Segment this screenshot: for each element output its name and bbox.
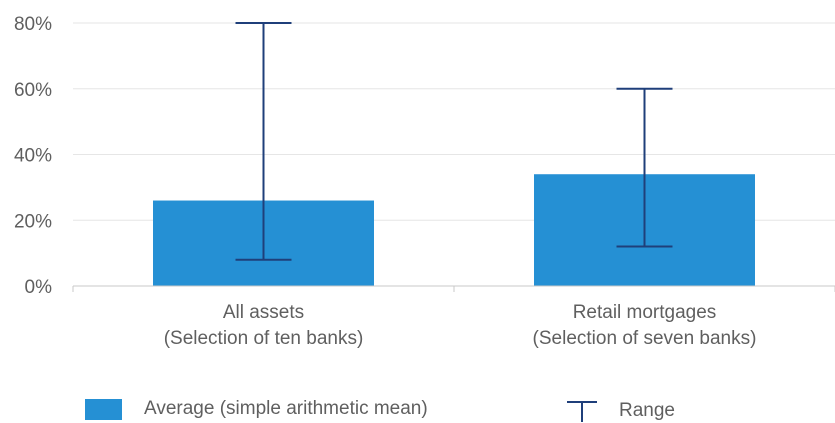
y-tick-label: 20% <box>14 211 52 232</box>
category-labels: All assets (Selection of ten banks) Retail… <box>164 302 757 349</box>
legend-item-average: Average (simple arithmetic mean) <box>85 398 428 420</box>
y-tick-label: 0% <box>25 277 53 298</box>
range-marker <box>616 87 673 248</box>
range-markers <box>235 22 673 261</box>
category-label: Retail mortgages <box>573 302 717 323</box>
y-tick-label: 80% <box>14 14 52 35</box>
legend: Average (simple arithmetic mean) Range <box>0 398 835 423</box>
x-axis <box>72 285 835 292</box>
legend-range-label: Range <box>619 399 675 421</box>
range-icon <box>567 401 597 422</box>
y-tick-label: 60% <box>14 80 52 101</box>
bars <box>153 174 755 286</box>
legend-item-range: Range <box>565 398 675 423</box>
legend-bar-swatch <box>85 398 122 420</box>
y-axis-tick-labels: 0% 20% 40% 60% 80% <box>14 14 52 298</box>
legend-average-label: Average (simple arithmetic mean) <box>144 398 428 419</box>
y-tick-label: 40% <box>14 146 52 167</box>
category-label: (Selection of ten banks) <box>164 328 364 349</box>
range-marker <box>235 22 292 261</box>
category-label: (Selection of seven banks) <box>533 328 757 349</box>
category-label: All assets <box>223 302 304 323</box>
bar-chart: 0% 20% 40% 60% 80% All assets (Selection of t… <box>14 14 835 349</box>
